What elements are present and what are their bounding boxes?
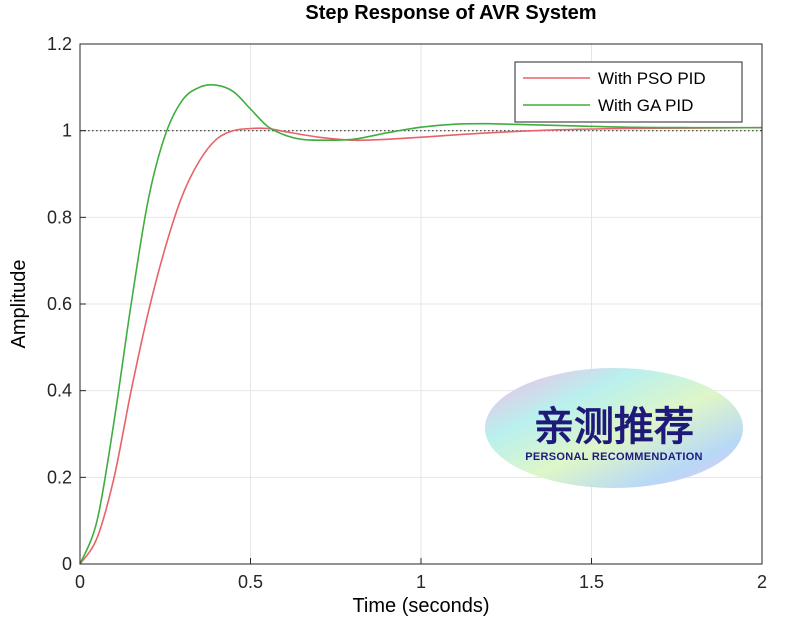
ticks: 0 0.5 1 1.5 2 0 0.2 0.4 0.6 0.8 1 1.2 <box>47 34 767 592</box>
y-axis-label: Amplitude <box>8 260 30 349</box>
y-tick-label: 0.8 <box>47 207 72 227</box>
watermark-sub-text: PERSONAL RECOMMENDATION <box>525 451 703 463</box>
x-tick-label: 1 <box>416 572 426 592</box>
watermark-badge: 亲测推荐 PERSONAL RECOMMENDATION <box>485 368 743 488</box>
x-axis-label: Time (seconds) <box>352 595 489 617</box>
legend-label-pso: With PSO PID <box>598 69 706 88</box>
legend-label-ga: With GA PID <box>598 96 693 115</box>
series-line-ga <box>79 84 763 565</box>
watermark-ellipse <box>485 368 743 488</box>
x-tick-label: 2 <box>757 572 767 592</box>
legend: With PSO PID With GA PID <box>514 61 743 123</box>
y-tick-label: 0.4 <box>47 381 72 401</box>
x-tick-label: 1.5 <box>579 572 604 592</box>
x-tick-label: 0 <box>75 572 85 592</box>
chart-title: Step Response of AVR System <box>305 2 596 24</box>
y-tick-label: 0 <box>62 554 72 574</box>
series-group <box>79 84 763 565</box>
y-tick-label: 1 <box>62 121 72 141</box>
legend-box <box>514 61 743 123</box>
watermark-main-text: 亲测推荐 <box>534 404 694 450</box>
y-tick-label: 1.2 <box>47 34 72 54</box>
y-tick-label: 0.2 <box>47 467 72 487</box>
y-tick-label: 0.6 <box>47 294 72 314</box>
series-line-pso <box>79 126 763 565</box>
x-tick-label: 0.5 <box>238 572 263 592</box>
